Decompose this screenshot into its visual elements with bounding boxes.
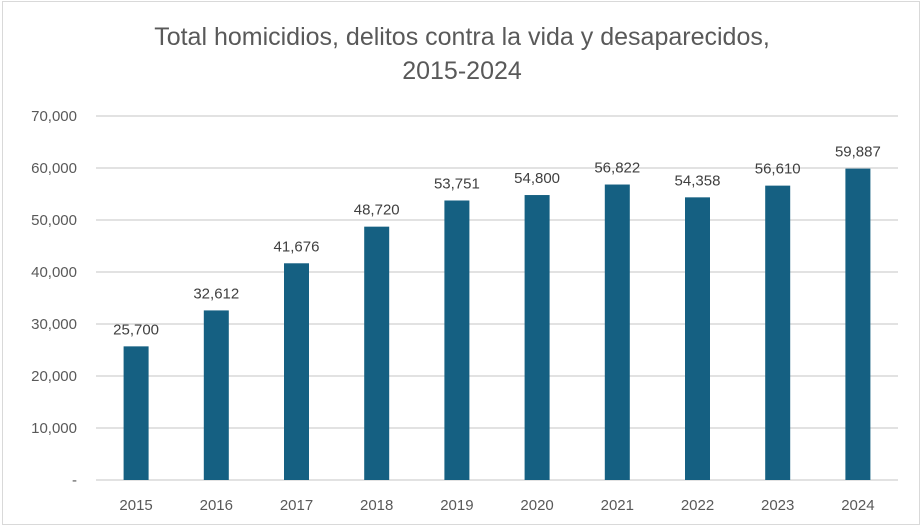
y-tick-label: 60,000 bbox=[31, 160, 77, 177]
y-tick-label: 50,000 bbox=[31, 212, 77, 229]
x-tick-label: 2018 bbox=[360, 497, 393, 514]
x-tick-label: 2015 bbox=[119, 497, 152, 514]
y-tick-label: 40,000 bbox=[31, 264, 77, 281]
bar-2024 bbox=[845, 168, 871, 481]
data-label: 41,676 bbox=[274, 238, 320, 255]
data-label: 54,800 bbox=[514, 170, 560, 187]
x-tick-label: 2024 bbox=[841, 497, 874, 514]
chart-title-line2: 2015-2024 bbox=[402, 57, 522, 85]
x-tick-label: 2020 bbox=[520, 497, 553, 514]
bar-2016 bbox=[203, 310, 229, 480]
y-tick-label: 10,000 bbox=[31, 420, 77, 437]
bar-2021 bbox=[604, 184, 630, 480]
data-label: 59,887 bbox=[835, 144, 881, 161]
data-label: 56,610 bbox=[755, 161, 801, 178]
x-tick-label: 2023 bbox=[761, 497, 794, 514]
data-label: 56,822 bbox=[594, 160, 640, 177]
data-label: 53,751 bbox=[434, 175, 480, 192]
x-tick-label: 2017 bbox=[280, 497, 313, 514]
x-tick-label: 2021 bbox=[601, 497, 634, 514]
data-label: 32,612 bbox=[193, 285, 239, 302]
bar-2023 bbox=[765, 185, 791, 481]
y-tick-label: 70,000 bbox=[31, 108, 77, 125]
data-label: 25,700 bbox=[113, 321, 159, 338]
x-tick-label: 2019 bbox=[440, 497, 473, 514]
data-label: 54,358 bbox=[675, 172, 721, 189]
y-tick-label: 30,000 bbox=[31, 316, 77, 333]
x-tick-label: 2022 bbox=[681, 497, 714, 514]
bar-2019 bbox=[444, 200, 470, 480]
bar-2020 bbox=[524, 195, 550, 481]
x-tick-label: 2016 bbox=[200, 497, 233, 514]
bar-2022 bbox=[685, 197, 710, 481]
data-label: 48,720 bbox=[354, 202, 400, 219]
chart-title-line1: Total homicidios, delitos contra la vida… bbox=[154, 23, 770, 51]
bar-2017 bbox=[284, 263, 309, 480]
y-tick-label: - bbox=[72, 472, 77, 489]
bar-2015 bbox=[123, 346, 149, 480]
y-tick-label: 20,000 bbox=[31, 368, 77, 385]
bar-2018 bbox=[364, 226, 390, 480]
chart-title: Total homicidios, delitos contra la vida… bbox=[0, 20, 924, 88]
